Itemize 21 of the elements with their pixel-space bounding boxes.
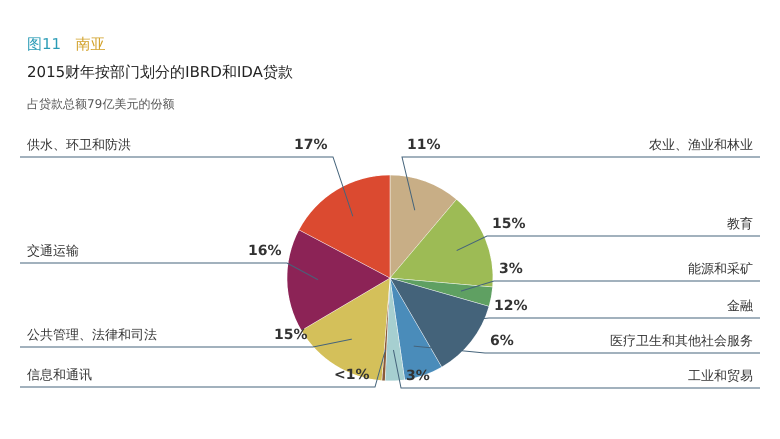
slice-label: 能源和采矿 [688,262,753,277]
chart-title: 图11 南亚 [27,35,106,53]
slice-label: 教育 [727,216,753,232]
data-label: 11% [407,137,441,153]
data-label: 6% [490,333,514,349]
data-label: 12% [494,298,528,314]
slice-label: 供水、环卫和防洪 [27,138,131,153]
data-label: 15% [274,327,308,343]
slice-label: 工业和贸易 [688,369,753,384]
text: 占贷款总额79亿美元的份额 [27,97,174,111]
data-label: 17% [294,137,328,153]
slice-label: 公共管理、法律和司法 [27,328,157,343]
slice-label: 农业、渔业和林业 [649,138,753,153]
data-label: 16% [248,243,282,259]
slice-label: 医疗卫生和其他社会服务 [610,334,753,349]
slice-label: 交通运输 [27,243,79,259]
slice-label: 金融 [727,299,753,314]
data-label: 3% [499,261,523,277]
slice-label: 信息和通讯 [27,368,92,383]
data-label: 15% [492,216,526,232]
chart-subtitle: 2015财年按部门划分的IBRD和IDA贷款 [27,63,293,81]
